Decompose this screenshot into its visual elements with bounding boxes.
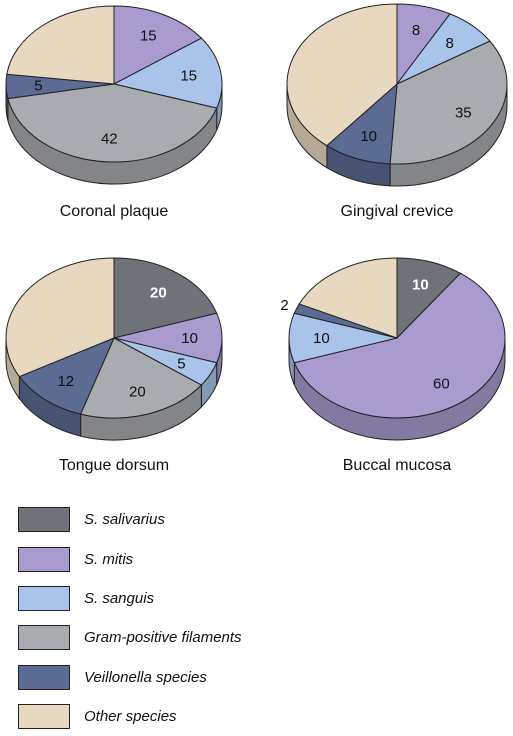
pie-value-label: 10 — [181, 330, 198, 347]
pie-slice-veillonella — [18, 337, 115, 415]
pie-slice-s-salivarius — [113, 257, 218, 339]
pie-chart-gingival-crevice: 8 8 35 10 — [286, 3, 508, 187]
pie-slice-gram-positive — [7, 83, 218, 163]
pie-chart-tongue-dorsum: 20 10 5 20 12 — [5, 257, 223, 441]
legend-item-gram-positive-filaments: Gram-positive filaments — [18, 618, 318, 657]
legend-item-s-mitis: S. mitis — [18, 539, 318, 578]
legend-item-veillonella-species: Veillonella species — [18, 658, 318, 697]
pie-value-label: 60 — [433, 375, 450, 392]
pie-chart-coronal-plaque: 15 15 42 5 — [5, 5, 223, 185]
legend-label: Veillonella species — [84, 668, 207, 686]
pie-slice-other — [6, 5, 115, 85]
pie-chart-buccal-mucosa: 10 60 10 2 — [280, 257, 506, 441]
legend-swatch — [18, 585, 70, 611]
pie-slice-s-mitis — [113, 5, 203, 85]
pie-value-label: 10 — [360, 128, 377, 145]
legend-item-s-sanguis: S. sanguis — [18, 579, 318, 618]
legend-swatch — [18, 507, 70, 533]
pie-slice-s-sanguis — [112, 37, 223, 109]
pie-value-label: 5 — [177, 355, 185, 372]
pie-value-label: 42 — [101, 131, 118, 148]
legend-item-s-salivarius: S. salivarius — [18, 500, 318, 539]
pie-title-tongue-dorsum: Tongue dorsum — [59, 457, 169, 474]
pie-value-label: 10 — [412, 277, 429, 294]
pie-value-label: 8 — [446, 35, 454, 52]
pie-title-buccal-mucosa: Buccal mucosa — [343, 457, 452, 474]
legend-label: S. sanguis — [84, 589, 155, 607]
pie-slice-s-mitis — [293, 272, 506, 419]
pie-value-label: 2 — [280, 297, 288, 314]
legend-swatch — [18, 546, 70, 572]
legend-swatch — [18, 664, 70, 690]
legend: S. salivarius S. mitis S. sanguis Gram-p… — [18, 500, 318, 736]
pie-slice-gram-positive — [389, 40, 508, 165]
pie-value-label: 35 — [455, 105, 472, 122]
pie-value-label: 5 — [34, 78, 42, 95]
legend-label: Gram-positive filaments — [84, 629, 242, 647]
pie-slice-other — [286, 3, 398, 147]
legend-label: S. mitis — [84, 550, 134, 568]
pie-slice-other — [5, 257, 115, 378]
legend-swatch — [18, 625, 70, 651]
legend-swatch — [18, 704, 70, 730]
pie-value-label: 8 — [412, 22, 420, 39]
pie-title-coronal-plaque: Coronal plaque — [60, 203, 169, 220]
pie-value-label: 15 — [180, 68, 197, 85]
legend-item-other-species: Other species — [18, 697, 318, 736]
pie-value-label: 15 — [140, 27, 157, 44]
pie-value-label: 20 — [129, 383, 146, 400]
pie-value-label: 12 — [57, 373, 74, 390]
pie-value-label: 10 — [313, 330, 330, 347]
legend-label: Other species — [84, 708, 177, 726]
pie-slice-other — [298, 257, 398, 339]
pie-value-label: 20 — [150, 285, 167, 302]
legend-label: S. salivarius — [84, 511, 165, 529]
pie-slice-gram-positive — [79, 337, 203, 419]
pie-title-gingival-crevice: Gingival crevice — [341, 203, 454, 220]
